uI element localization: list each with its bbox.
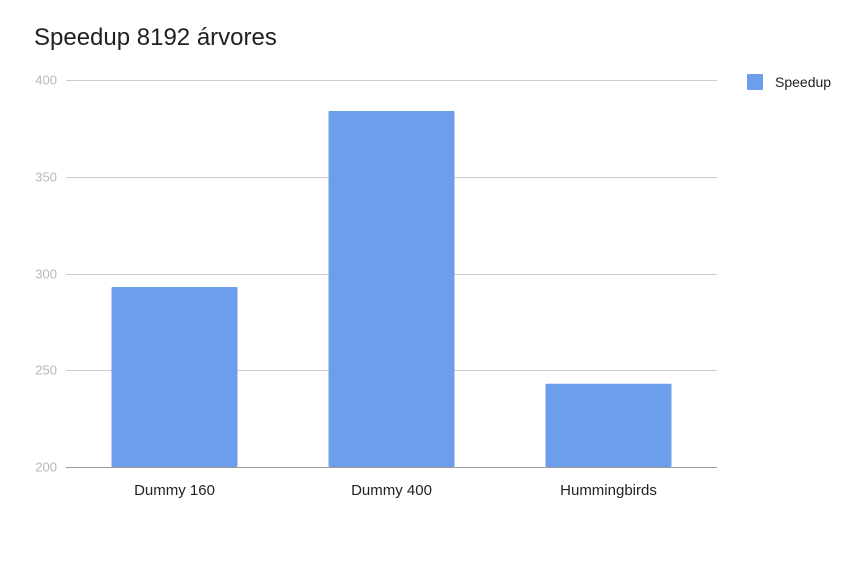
bar-hummingbirds[interactable] xyxy=(545,383,672,467)
chart-title: Speedup 8192 árvores xyxy=(34,24,277,51)
x-tick-label-dummy-400: Dummy 400 xyxy=(351,482,432,499)
y-tick-label-300: 300 xyxy=(35,267,57,282)
bar-dummy-400[interactable] xyxy=(328,110,455,468)
x-tick-label-dummy-160: Dummy 160 xyxy=(134,482,215,499)
legend-label-speedup: Speedup xyxy=(775,74,831,90)
legend-swatch-speedup xyxy=(747,74,763,90)
bar-dummy-160[interactable] xyxy=(111,287,238,467)
y-tick-label-250: 250 xyxy=(35,363,57,378)
y-tick-label-200: 200 xyxy=(35,460,57,475)
y-tick-label-350: 350 xyxy=(35,170,57,185)
x-tick-label-hummingbirds: Hummingbirds xyxy=(560,482,657,499)
y-tick-label-400: 400 xyxy=(35,73,57,88)
